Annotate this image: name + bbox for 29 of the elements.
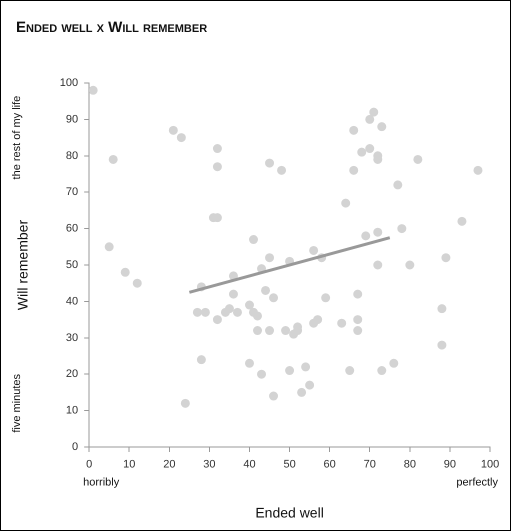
y-tick-label: 100 <box>60 77 78 90</box>
x-tick-label: 20 <box>163 458 176 471</box>
x-tick-label: 80 <box>404 458 416 471</box>
chart-title: Ended well x Will remember <box>16 19 208 36</box>
text: the rest of my life <box>11 96 24 180</box>
y-tick-label: 80 <box>66 150 78 162</box>
x-tick-label: 100 <box>480 458 500 471</box>
y-tick-label: 70 <box>66 186 78 198</box>
x-tick-label: 60 <box>324 458 336 471</box>
x-tick-label: 0 <box>86 458 92 471</box>
y-tick-label: 60 <box>66 222 78 235</box>
y-tick-label: 20 <box>66 368 78 380</box>
x-axis-title: Ended well <box>255 504 324 520</box>
x-tick-label: 70 <box>364 458 376 471</box>
text: perfectly <box>456 476 498 489</box>
text: five minutes <box>11 373 24 433</box>
x-tick-label: 40 <box>243 458 256 471</box>
y-tick-label: 90 <box>66 113 78 126</box>
x-tick-label: 30 <box>203 458 216 471</box>
y-tick-label: 30 <box>66 332 78 344</box>
x-tick-label: 90 <box>444 458 456 471</box>
text: horribly <box>83 476 120 489</box>
y-tick-label: 0 <box>72 441 78 454</box>
y-axis-title: Will remember <box>14 220 30 310</box>
x-tick-label: 10 <box>123 458 136 471</box>
y-tick-label: 10 <box>66 404 78 417</box>
y-tick-label: 50 <box>66 259 78 272</box>
y-tick-label: 40 <box>66 295 78 308</box>
x-tick-label: 50 <box>283 458 296 471</box>
